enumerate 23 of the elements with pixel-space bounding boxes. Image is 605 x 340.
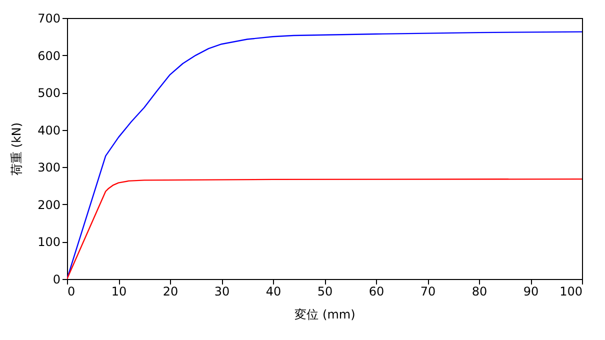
- y-tick-label: 100: [38, 235, 60, 250]
- y-axis-title: 荷重 (kN): [10, 122, 24, 176]
- y-tick-label: 500: [38, 86, 60, 100]
- y-tick-label: 200: [38, 198, 60, 212]
- x-tick-label: 80: [472, 284, 488, 298]
- x-tick-label: 0: [68, 284, 76, 298]
- y-tick-label: 300: [38, 160, 60, 175]
- x-tick-label: 40: [266, 284, 282, 298]
- x-tick-label: 50: [317, 284, 333, 298]
- x-tick-label: 10: [111, 284, 127, 298]
- y-tick-label: 600: [38, 48, 60, 63]
- x-tick-label: 60: [368, 284, 384, 298]
- y-tick-label: 0: [52, 272, 60, 286]
- y-tick-label: 700: [38, 12, 60, 26]
- line-series: [67, 31, 582, 279]
- line-series: [67, 178, 582, 279]
- x-tick-label: 100: [560, 284, 582, 298]
- x-axis-title: 変位 (mm): [294, 308, 356, 322]
- y-tick-label: 400: [38, 123, 60, 138]
- x-tick-label: 70: [420, 284, 436, 298]
- x-tick-label: 30: [214, 284, 230, 298]
- x-tick-label: 90: [523, 284, 539, 298]
- x-tick-label: 20: [162, 284, 178, 298]
